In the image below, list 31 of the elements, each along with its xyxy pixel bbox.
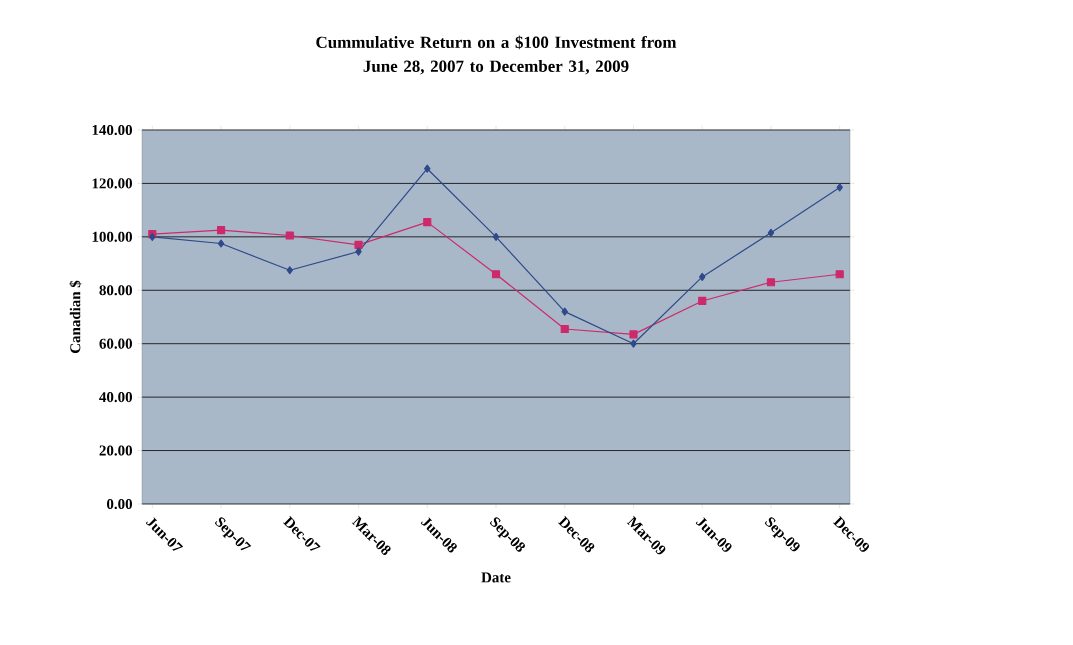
point [423, 218, 432, 227]
point [216, 226, 226, 235]
point [560, 324, 569, 334]
point [766, 278, 776, 287]
point [217, 239, 225, 248]
y-tick-label: 120.00 [92, 178, 133, 189]
point [424, 164, 431, 173]
point [698, 296, 707, 306]
y-axis-title: Canadian $ [69, 280, 82, 353]
point [285, 231, 294, 240]
y-tick-label: 80.00 [99, 285, 133, 296]
point [491, 270, 501, 279]
y-tick-label: 20.00 [99, 445, 133, 456]
point [355, 247, 362, 256]
point [286, 266, 294, 275]
point [699, 272, 706, 281]
point [561, 307, 568, 316]
point [492, 232, 500, 241]
point [767, 228, 775, 237]
point [629, 330, 638, 339]
y-tick-label: 40.00 [99, 392, 133, 403]
y-tick-label: 0.00 [106, 498, 133, 510]
point [630, 339, 637, 348]
point [835, 270, 844, 279]
y-tick-label: 140.00 [92, 124, 133, 136]
chart-title: Cummulative Return on a $100 Investment from June 28, 2007 to December 31, 2009 [316, 35, 677, 75]
x-axis-title: Date [481, 572, 511, 583]
y-tick-label: 100.00 [92, 231, 133, 242]
point [836, 183, 843, 192]
point [354, 240, 363, 249]
y-tick-label: 60.00 [99, 338, 133, 349]
